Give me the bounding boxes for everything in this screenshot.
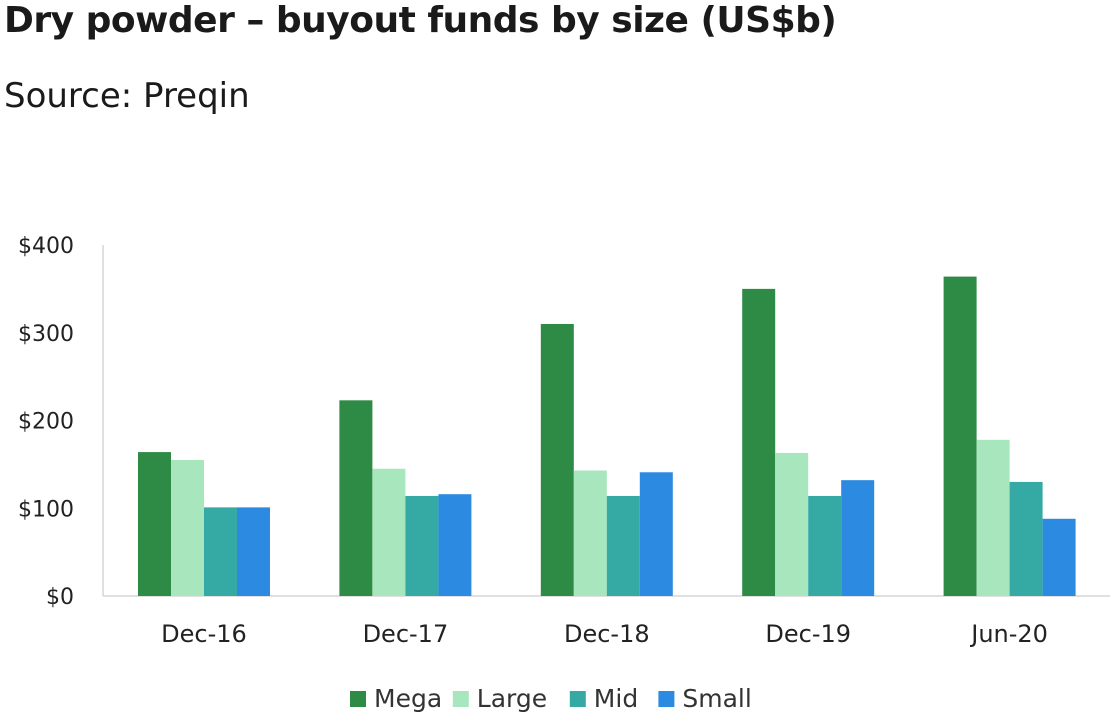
chart-subtitle: Source: Preqin <box>4 76 250 116</box>
bar-mid-dec-16 <box>204 507 237 596</box>
x-tick-label: Dec-17 <box>363 620 449 648</box>
legend-swatch-small <box>658 691 675 707</box>
y-tick-label: $100 <box>18 497 74 522</box>
bar-small-dec-18 <box>639 472 673 596</box>
y-tick-label: $200 <box>18 410 74 435</box>
x-tick-label: Dec-19 <box>765 620 851 648</box>
chart-title: Dry powder – buyout funds by size (US$b) <box>4 0 837 41</box>
x-tick-label: Dec-18 <box>564 620 650 648</box>
x-axis: Dec-16 Dec-17 Dec-18 Dec-19 Jun-20 <box>103 595 1110 648</box>
bar-mega-dec-16 <box>138 452 171 596</box>
legend-swatch-mega <box>350 691 366 707</box>
bar-small-dec-17 <box>438 494 472 596</box>
bar-mid-dec-18 <box>606 495 640 596</box>
bar-large-dec-19 <box>775 452 809 596</box>
bar-small-jun-20 <box>1042 518 1076 596</box>
y-tick-label: $0 <box>46 585 74 610</box>
bar-mid-jun-20 <box>1009 481 1043 596</box>
legend-swatch-mid <box>569 691 586 707</box>
bar-mid-dec-19 <box>808 495 842 596</box>
bar-mega-dec-18 <box>540 323 574 596</box>
bar-mid-dec-17 <box>405 495 439 596</box>
legend-label-mid: Mid <box>594 684 638 713</box>
legend-label-large: Large <box>477 684 547 713</box>
bar-large-dec-18 <box>573 470 607 596</box>
bar-small-dec-16 <box>237 507 270 596</box>
bar-large-dec-17 <box>372 468 406 596</box>
bar-mega-jun-20 <box>943 276 977 596</box>
bar-large-jun-20 <box>976 439 1010 596</box>
bar-large-dec-16 <box>171 459 204 596</box>
y-axis: $0 $100 $200 $300 $400 <box>18 234 104 610</box>
x-tick-label: Dec-16 <box>161 620 247 648</box>
bars <box>138 276 1076 596</box>
legend-label-mega: Mega <box>374 684 442 713</box>
y-tick-label: $300 <box>18 322 74 347</box>
bar-mega-dec-19 <box>742 288 776 596</box>
y-tick-label: $400 <box>18 234 74 259</box>
legend-swatch-large <box>452 691 469 707</box>
legend-label-small: Small <box>682 684 751 713</box>
x-tick-label: Jun-20 <box>969 620 1048 648</box>
bar-mega-dec-17 <box>339 400 373 596</box>
legend: Mega Large Mid Small <box>350 684 752 713</box>
bar-small-dec-19 <box>841 480 875 596</box>
